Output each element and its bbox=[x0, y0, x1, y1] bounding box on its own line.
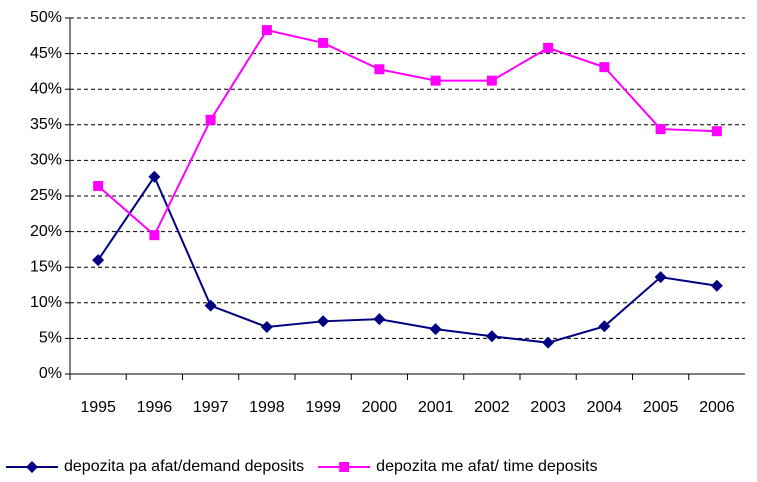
data-point bbox=[430, 75, 441, 86]
legend-label: depozita pa afat/demand deposits bbox=[64, 458, 304, 475]
y-tick-label: 45% bbox=[30, 45, 62, 62]
data-point bbox=[318, 37, 329, 48]
data-point bbox=[373, 313, 386, 326]
data-point bbox=[655, 124, 666, 135]
x-tick-label: 2001 bbox=[418, 399, 454, 416]
data-point bbox=[485, 330, 498, 343]
data-point bbox=[93, 181, 104, 192]
y-tick-label: 15% bbox=[30, 258, 62, 275]
data-point bbox=[654, 271, 667, 284]
y-tick-label: 40% bbox=[30, 80, 62, 97]
legend-label: depozita me afat/ time deposits bbox=[376, 458, 597, 475]
data-point bbox=[204, 299, 217, 312]
data-point bbox=[710, 279, 723, 292]
x-tick-label: 2003 bbox=[530, 399, 566, 416]
series-line bbox=[97, 174, 718, 344]
legend-marker bbox=[26, 461, 38, 473]
y-tick-label: 30% bbox=[30, 152, 62, 169]
x-tick-label: 1999 bbox=[305, 399, 341, 416]
x-tick-label: 1997 bbox=[193, 399, 229, 416]
x-tick-label: 2004 bbox=[587, 399, 623, 416]
x-tick-label: 2002 bbox=[474, 399, 510, 416]
data-point bbox=[92, 254, 105, 267]
x-tick-label: 1996 bbox=[137, 399, 173, 416]
y-tick-label: 20% bbox=[30, 223, 62, 240]
x-tick-label: 1998 bbox=[249, 399, 285, 416]
data-point bbox=[486, 75, 497, 86]
x-tick-label: 2006 bbox=[699, 399, 735, 416]
y-tick-label: 35% bbox=[30, 116, 62, 133]
y-tick-label: 10% bbox=[30, 294, 62, 311]
y-tick-label: 5% bbox=[39, 330, 62, 347]
x-tick-label: 2000 bbox=[362, 399, 398, 416]
legend-marker bbox=[339, 462, 350, 472]
data-point bbox=[149, 230, 160, 241]
data-point bbox=[711, 126, 722, 137]
x-tick-label: 2005 bbox=[643, 399, 679, 416]
data-point bbox=[148, 170, 161, 183]
y-tick-label: 0% bbox=[39, 365, 62, 382]
data-point bbox=[205, 114, 216, 125]
y-tick-label: 50% bbox=[30, 9, 62, 26]
data-point bbox=[543, 42, 554, 53]
series-line bbox=[97, 28, 717, 237]
data-point bbox=[261, 25, 272, 36]
data-point bbox=[598, 320, 611, 333]
data-point bbox=[599, 62, 610, 73]
data-point bbox=[542, 336, 555, 349]
data-point bbox=[374, 64, 385, 75]
x-tick-label: 1995 bbox=[80, 399, 116, 416]
y-tick-label: 25% bbox=[30, 187, 62, 204]
data-point bbox=[260, 321, 273, 334]
data-point bbox=[429, 323, 442, 336]
data-point bbox=[317, 315, 330, 328]
